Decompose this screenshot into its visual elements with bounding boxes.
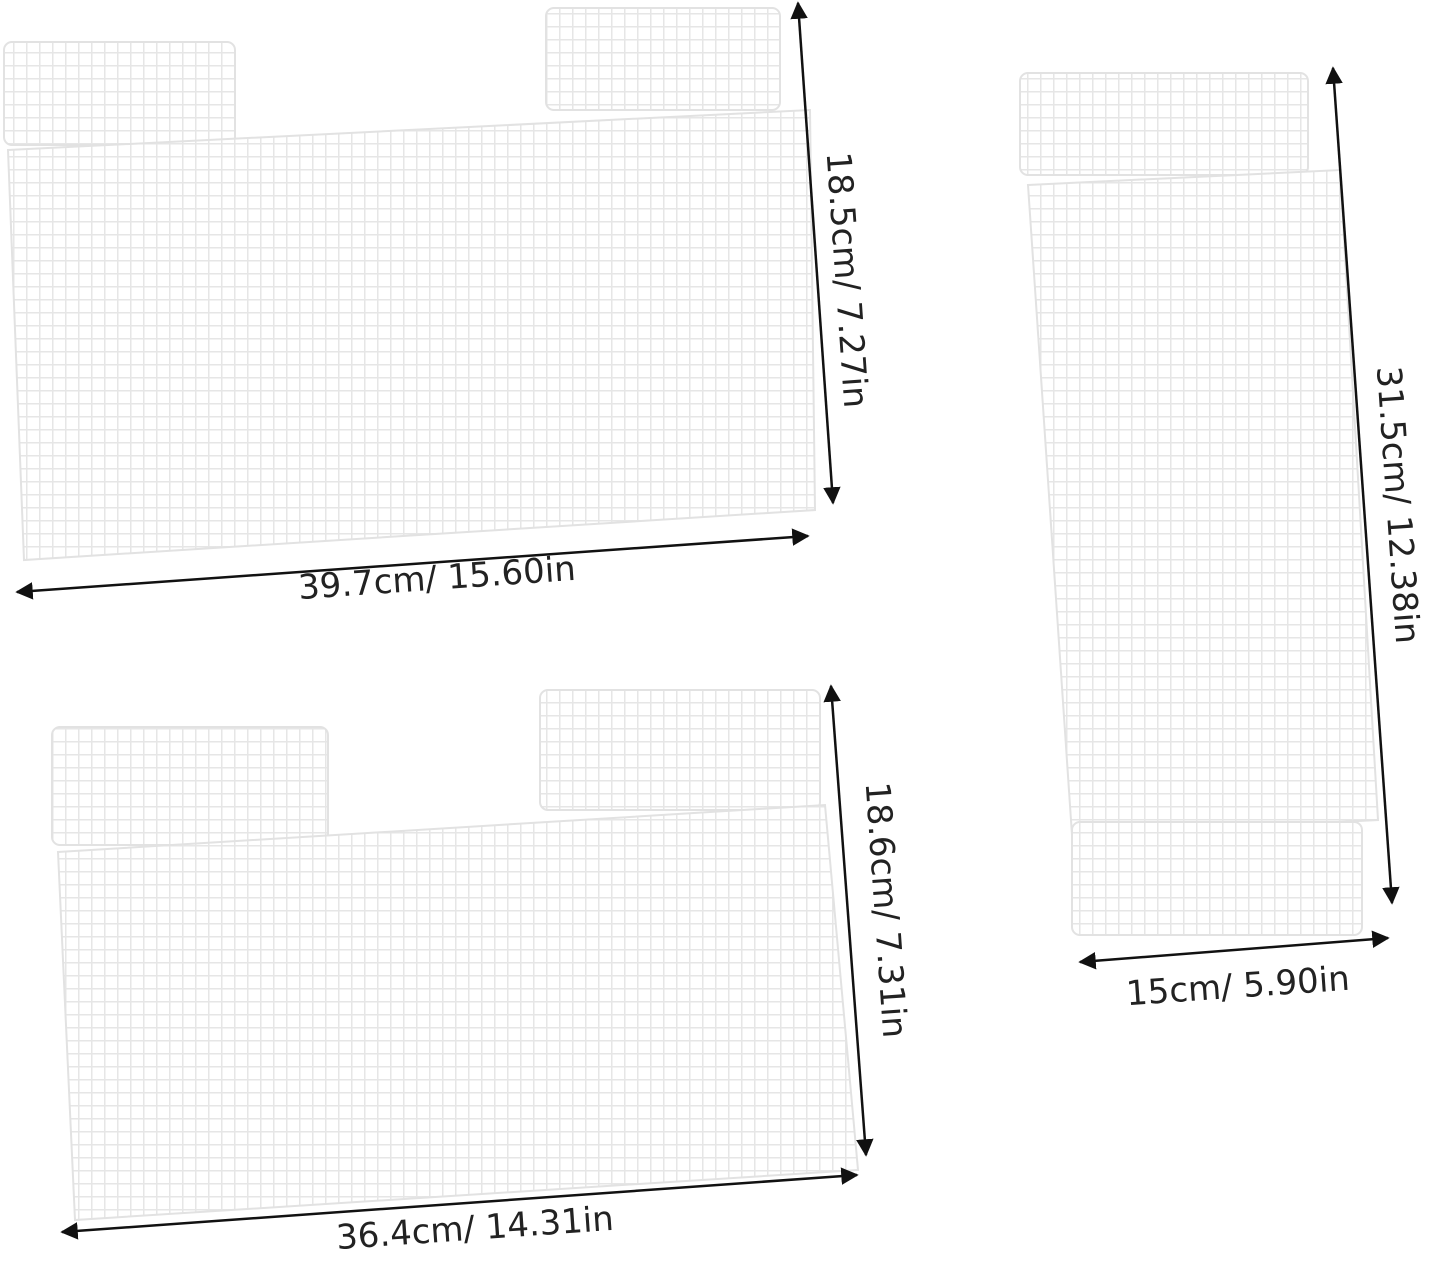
mesh-piece	[3, 7, 817, 562]
height-arrow	[823, 684, 874, 1157]
width-arrow	[60, 1167, 859, 1240]
height-label: 18.6cm/ 7.31in	[857, 781, 915, 1040]
width-label: 39.7cm/ 15.60in	[297, 549, 577, 608]
width-label: 15cm/ 5.90in	[1125, 959, 1351, 1015]
mesh-piece	[51, 689, 860, 1222]
height-arrow	[1325, 66, 1400, 905]
width-label: 36.4cm/ 14.31in	[335, 1199, 615, 1258]
height-arrow	[790, 1, 841, 505]
width-arrow	[15, 528, 810, 600]
width-arrow	[1078, 930, 1390, 970]
height-label: 31.5cm/ 12.38in	[1368, 365, 1427, 645]
mesh-piece	[1019, 72, 1380, 936]
height-label: 18.5cm/ 7.27in	[818, 151, 876, 410]
